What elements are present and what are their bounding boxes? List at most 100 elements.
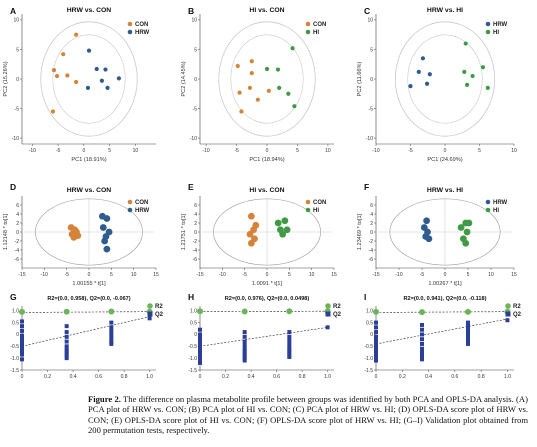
legend-label: CON <box>135 22 148 28</box>
q2-point <box>64 334 69 339</box>
x-tick-label: -10 <box>372 148 379 154</box>
data-point-hi <box>457 224 465 231</box>
x-tick-label: 0 <box>375 374 378 380</box>
q2-point <box>20 344 24 349</box>
x-tick-label: 5 <box>110 272 113 278</box>
panel-title: HRW vs. CON <box>67 7 112 14</box>
data-point-hrw <box>420 56 426 61</box>
panel-title: HRW vs. CON <box>67 187 112 194</box>
data-point-hi <box>470 73 475 79</box>
y-tick-label: 2 <box>370 221 373 227</box>
panel-g: G R2=(0.0, 0.958), Q2=(0.0, -0.067) 0 0.2 0.… <box>10 292 164 380</box>
y-tick-label: -5 <box>15 106 20 112</box>
data-point-hi <box>275 67 281 72</box>
legend-label: R2 <box>333 304 341 310</box>
q2-point <box>374 352 378 357</box>
legend-swatch <box>127 207 133 213</box>
q2-regression-line <box>21 316 150 347</box>
q2-point <box>109 320 114 325</box>
data-point-hi <box>462 69 467 75</box>
y-tick-label: 1.0 <box>12 309 19 315</box>
r2-regression-line <box>375 311 508 313</box>
x-tick-label: 10 <box>325 148 331 154</box>
data-point-con <box>239 109 244 114</box>
legend-swatch <box>485 21 491 27</box>
legend-swatch <box>485 207 491 213</box>
x-tick-label: 5 <box>288 272 291 278</box>
q2-point <box>64 344 69 349</box>
data-point-hi <box>465 219 473 227</box>
panel-i: I R2=(0.0, 0.941), Q2=(0.0, -0.118) 0 0.2 0.… <box>364 292 522 380</box>
data-point-con <box>235 63 240 69</box>
q2-point <box>20 346 24 351</box>
q2-point <box>287 338 292 343</box>
q2-point <box>64 349 69 354</box>
data-point-con <box>51 68 57 73</box>
x-tick-label: -10 <box>29 148 36 154</box>
q2-point <box>198 345 202 350</box>
y-tick-label: -1.5 <box>364 368 373 374</box>
legend-label: HRW <box>493 200 508 206</box>
y-tick-label: 10 <box>367 18 373 24</box>
y-tick-label: -5 <box>193 106 198 112</box>
r2-point <box>63 308 70 315</box>
legend-swatch <box>505 311 511 317</box>
x-tick-label: 0.2 <box>399 374 406 380</box>
y-tick-label: -4 <box>193 248 198 254</box>
legend-label: HI <box>313 208 319 214</box>
q2-point <box>20 337 24 342</box>
q2-point <box>466 338 470 343</box>
q2-point <box>374 334 378 339</box>
q2-point <box>20 349 24 354</box>
panel-title: HI vs. CON <box>249 187 284 194</box>
panel-e: E HI vs. CON -15 -10 -5 0 5 10 15 6 4 2 0 -2 -4 -6 1.009… <box>181 182 337 287</box>
y-axis-label: 1.23469 * to[1] <box>357 213 363 250</box>
q2-point <box>198 339 202 344</box>
q2-point <box>466 324 470 329</box>
q2-point <box>374 356 378 361</box>
y-tick-label: -2 <box>15 239 20 245</box>
q2-point <box>287 341 292 346</box>
confidence-ellipse <box>40 21 138 137</box>
data-point-hrw <box>103 215 111 222</box>
q2-point <box>242 351 247 356</box>
legend-swatch <box>305 29 311 35</box>
y-tick-label: 4 <box>370 212 373 218</box>
data-point-hrw <box>101 237 109 245</box>
y-tick-label: -2 <box>369 239 374 245</box>
q2-point <box>109 325 114 330</box>
panel-letter: C <box>364 6 370 16</box>
q2-point <box>420 357 424 362</box>
x-tick-label: 0.6 <box>451 374 458 380</box>
q2-point <box>420 327 424 332</box>
x-tick-label: 0.8 <box>299 374 306 380</box>
legend-swatch <box>147 303 153 309</box>
y-tick-label: 0.5 <box>366 320 373 326</box>
q2-point <box>109 336 114 340</box>
x-tick-label: -5 <box>64 272 69 278</box>
q2-point <box>466 334 470 339</box>
x-tick-label: 0.2 <box>44 374 51 380</box>
data-point-con <box>247 239 255 247</box>
x-axis-label: PC1 (18.91%) <box>71 157 106 163</box>
q2-point <box>242 330 247 335</box>
q2-point <box>287 354 292 359</box>
q2-point <box>420 353 424 358</box>
y-axis-label: PC2 (14.45%) <box>181 61 187 96</box>
panel-letter: F <box>364 182 369 192</box>
q2-point <box>64 351 69 356</box>
legend-label: R2 <box>155 304 163 310</box>
q2-point <box>198 353 202 358</box>
panel-letter: E <box>188 182 194 192</box>
y-tick-label: -0.5 <box>364 344 373 350</box>
y-tick-label: -10 <box>366 136 373 142</box>
q2-point <box>20 333 24 338</box>
q2-point <box>374 358 378 363</box>
q2-point <box>420 341 424 346</box>
q2-point <box>242 358 247 363</box>
x-tick-label: 0.4 <box>248 374 255 380</box>
q2-point <box>20 319 24 324</box>
q2-point <box>374 338 378 343</box>
data-point-con <box>247 212 255 220</box>
panel-c: C HRW vs. HI -10 -5 0 5 10 10 5 0 -5 -10 PC1 (24.69%… <box>357 6 517 163</box>
